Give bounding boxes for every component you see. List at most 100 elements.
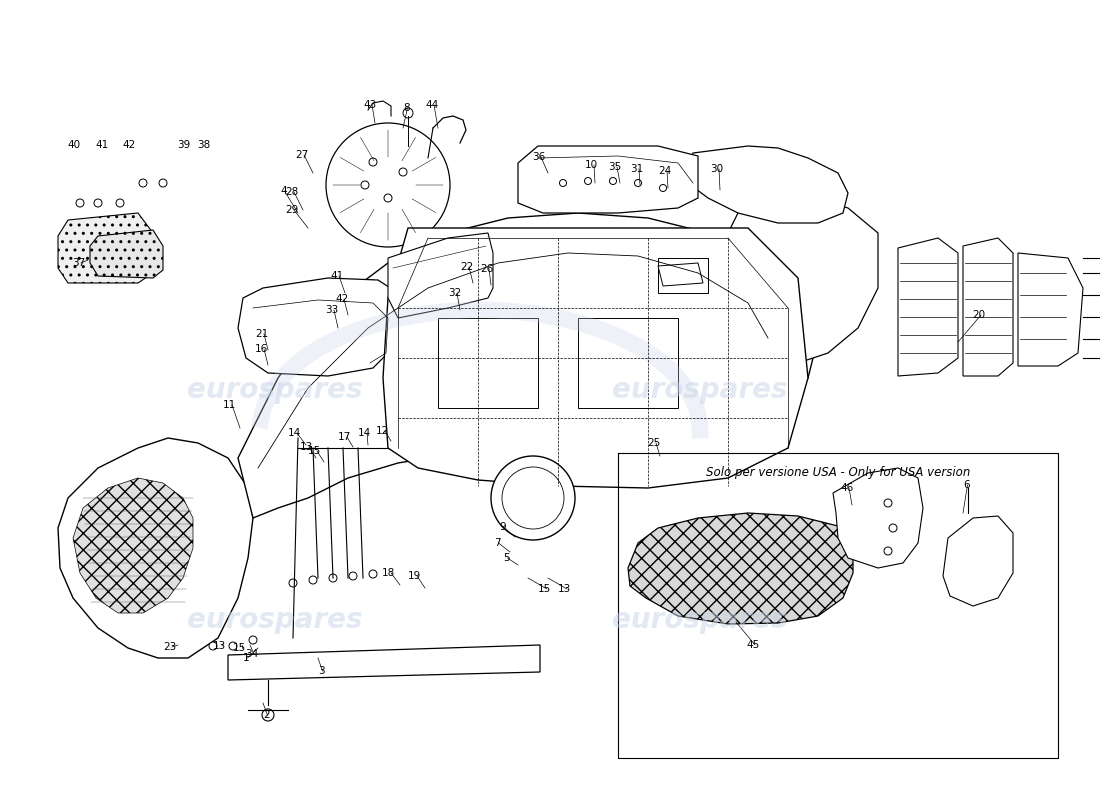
Polygon shape: [58, 213, 153, 283]
Polygon shape: [578, 318, 678, 408]
Text: 41: 41: [330, 271, 343, 281]
Text: 43: 43: [363, 100, 376, 110]
Text: 20: 20: [972, 310, 986, 320]
Circle shape: [94, 199, 102, 207]
Polygon shape: [438, 318, 538, 408]
Polygon shape: [388, 233, 493, 318]
Text: 34: 34: [245, 649, 258, 659]
Text: 44: 44: [425, 100, 438, 110]
Polygon shape: [833, 468, 923, 568]
Text: 8: 8: [403, 103, 409, 113]
Circle shape: [403, 108, 412, 118]
Text: 13: 13: [213, 641, 227, 651]
Polygon shape: [943, 516, 1013, 606]
Circle shape: [349, 572, 358, 580]
Circle shape: [368, 158, 377, 166]
Text: eurospares: eurospares: [187, 606, 363, 634]
Text: 15: 15: [308, 446, 321, 456]
Circle shape: [635, 179, 641, 186]
Text: 10: 10: [585, 160, 598, 170]
Text: 16: 16: [255, 344, 268, 354]
Text: 37: 37: [72, 258, 86, 268]
Text: 25: 25: [647, 438, 660, 448]
Text: 27: 27: [295, 150, 308, 160]
Text: 9: 9: [499, 522, 506, 532]
Text: 24: 24: [658, 166, 671, 176]
Text: 23: 23: [163, 642, 176, 652]
Text: 21: 21: [255, 329, 268, 339]
Text: 31: 31: [630, 164, 644, 174]
Circle shape: [329, 574, 337, 582]
Text: 3: 3: [318, 666, 324, 676]
Text: 36: 36: [532, 152, 546, 162]
Text: 5: 5: [503, 553, 509, 563]
Text: 17: 17: [338, 432, 351, 442]
Polygon shape: [228, 645, 540, 680]
Polygon shape: [718, 188, 878, 366]
Polygon shape: [898, 238, 958, 376]
Text: 15: 15: [233, 643, 246, 653]
Circle shape: [560, 179, 566, 186]
Circle shape: [584, 178, 592, 185]
Text: Solo per versione USA - Only for USA version: Solo per versione USA - Only for USA ver…: [706, 466, 970, 479]
Polygon shape: [628, 513, 852, 624]
Text: 1: 1: [243, 653, 250, 663]
Text: 13: 13: [558, 584, 571, 594]
Text: eurospares: eurospares: [187, 376, 363, 404]
Polygon shape: [90, 230, 163, 278]
Circle shape: [884, 547, 892, 555]
Polygon shape: [1018, 253, 1084, 366]
Text: 46: 46: [840, 483, 854, 493]
Text: 33: 33: [324, 305, 339, 315]
Text: 40: 40: [67, 140, 80, 150]
Circle shape: [160, 179, 167, 187]
Circle shape: [660, 185, 667, 191]
Polygon shape: [686, 146, 848, 223]
Circle shape: [889, 524, 896, 532]
Polygon shape: [658, 258, 708, 293]
Text: eurospares: eurospares: [613, 606, 788, 634]
Text: 26: 26: [480, 264, 493, 274]
Circle shape: [368, 570, 377, 578]
Text: 11: 11: [223, 400, 236, 410]
Polygon shape: [518, 146, 698, 213]
Text: 42: 42: [336, 294, 349, 304]
Text: 12: 12: [376, 426, 389, 436]
Circle shape: [116, 199, 124, 207]
Text: 32: 32: [448, 288, 461, 298]
Text: 14: 14: [358, 428, 372, 438]
Circle shape: [361, 181, 368, 189]
Text: 4: 4: [280, 186, 287, 196]
Text: 30: 30: [710, 164, 723, 174]
Text: 42: 42: [122, 140, 135, 150]
Circle shape: [76, 199, 84, 207]
Text: 45: 45: [746, 640, 759, 650]
Circle shape: [884, 499, 892, 507]
Text: 22: 22: [460, 262, 473, 272]
Text: 13: 13: [300, 442, 313, 452]
Polygon shape: [73, 478, 192, 613]
Circle shape: [229, 642, 236, 650]
Circle shape: [491, 456, 575, 540]
Text: 35: 35: [608, 162, 622, 172]
Circle shape: [609, 178, 616, 185]
Circle shape: [262, 709, 274, 721]
Text: 28: 28: [285, 187, 298, 197]
Text: 15: 15: [538, 584, 551, 594]
Polygon shape: [58, 438, 253, 658]
Polygon shape: [238, 278, 398, 376]
Circle shape: [309, 576, 317, 584]
Circle shape: [502, 467, 564, 529]
Text: 6: 6: [962, 480, 969, 490]
Text: 39: 39: [177, 140, 190, 150]
Text: 29: 29: [285, 205, 298, 215]
Circle shape: [139, 179, 147, 187]
Text: 2: 2: [263, 710, 270, 720]
Circle shape: [399, 168, 407, 176]
Circle shape: [249, 636, 257, 644]
Text: 7: 7: [494, 538, 501, 548]
Text: 18: 18: [382, 568, 395, 578]
Circle shape: [209, 642, 217, 650]
Polygon shape: [658, 263, 703, 286]
Text: eurospares: eurospares: [613, 376, 788, 404]
